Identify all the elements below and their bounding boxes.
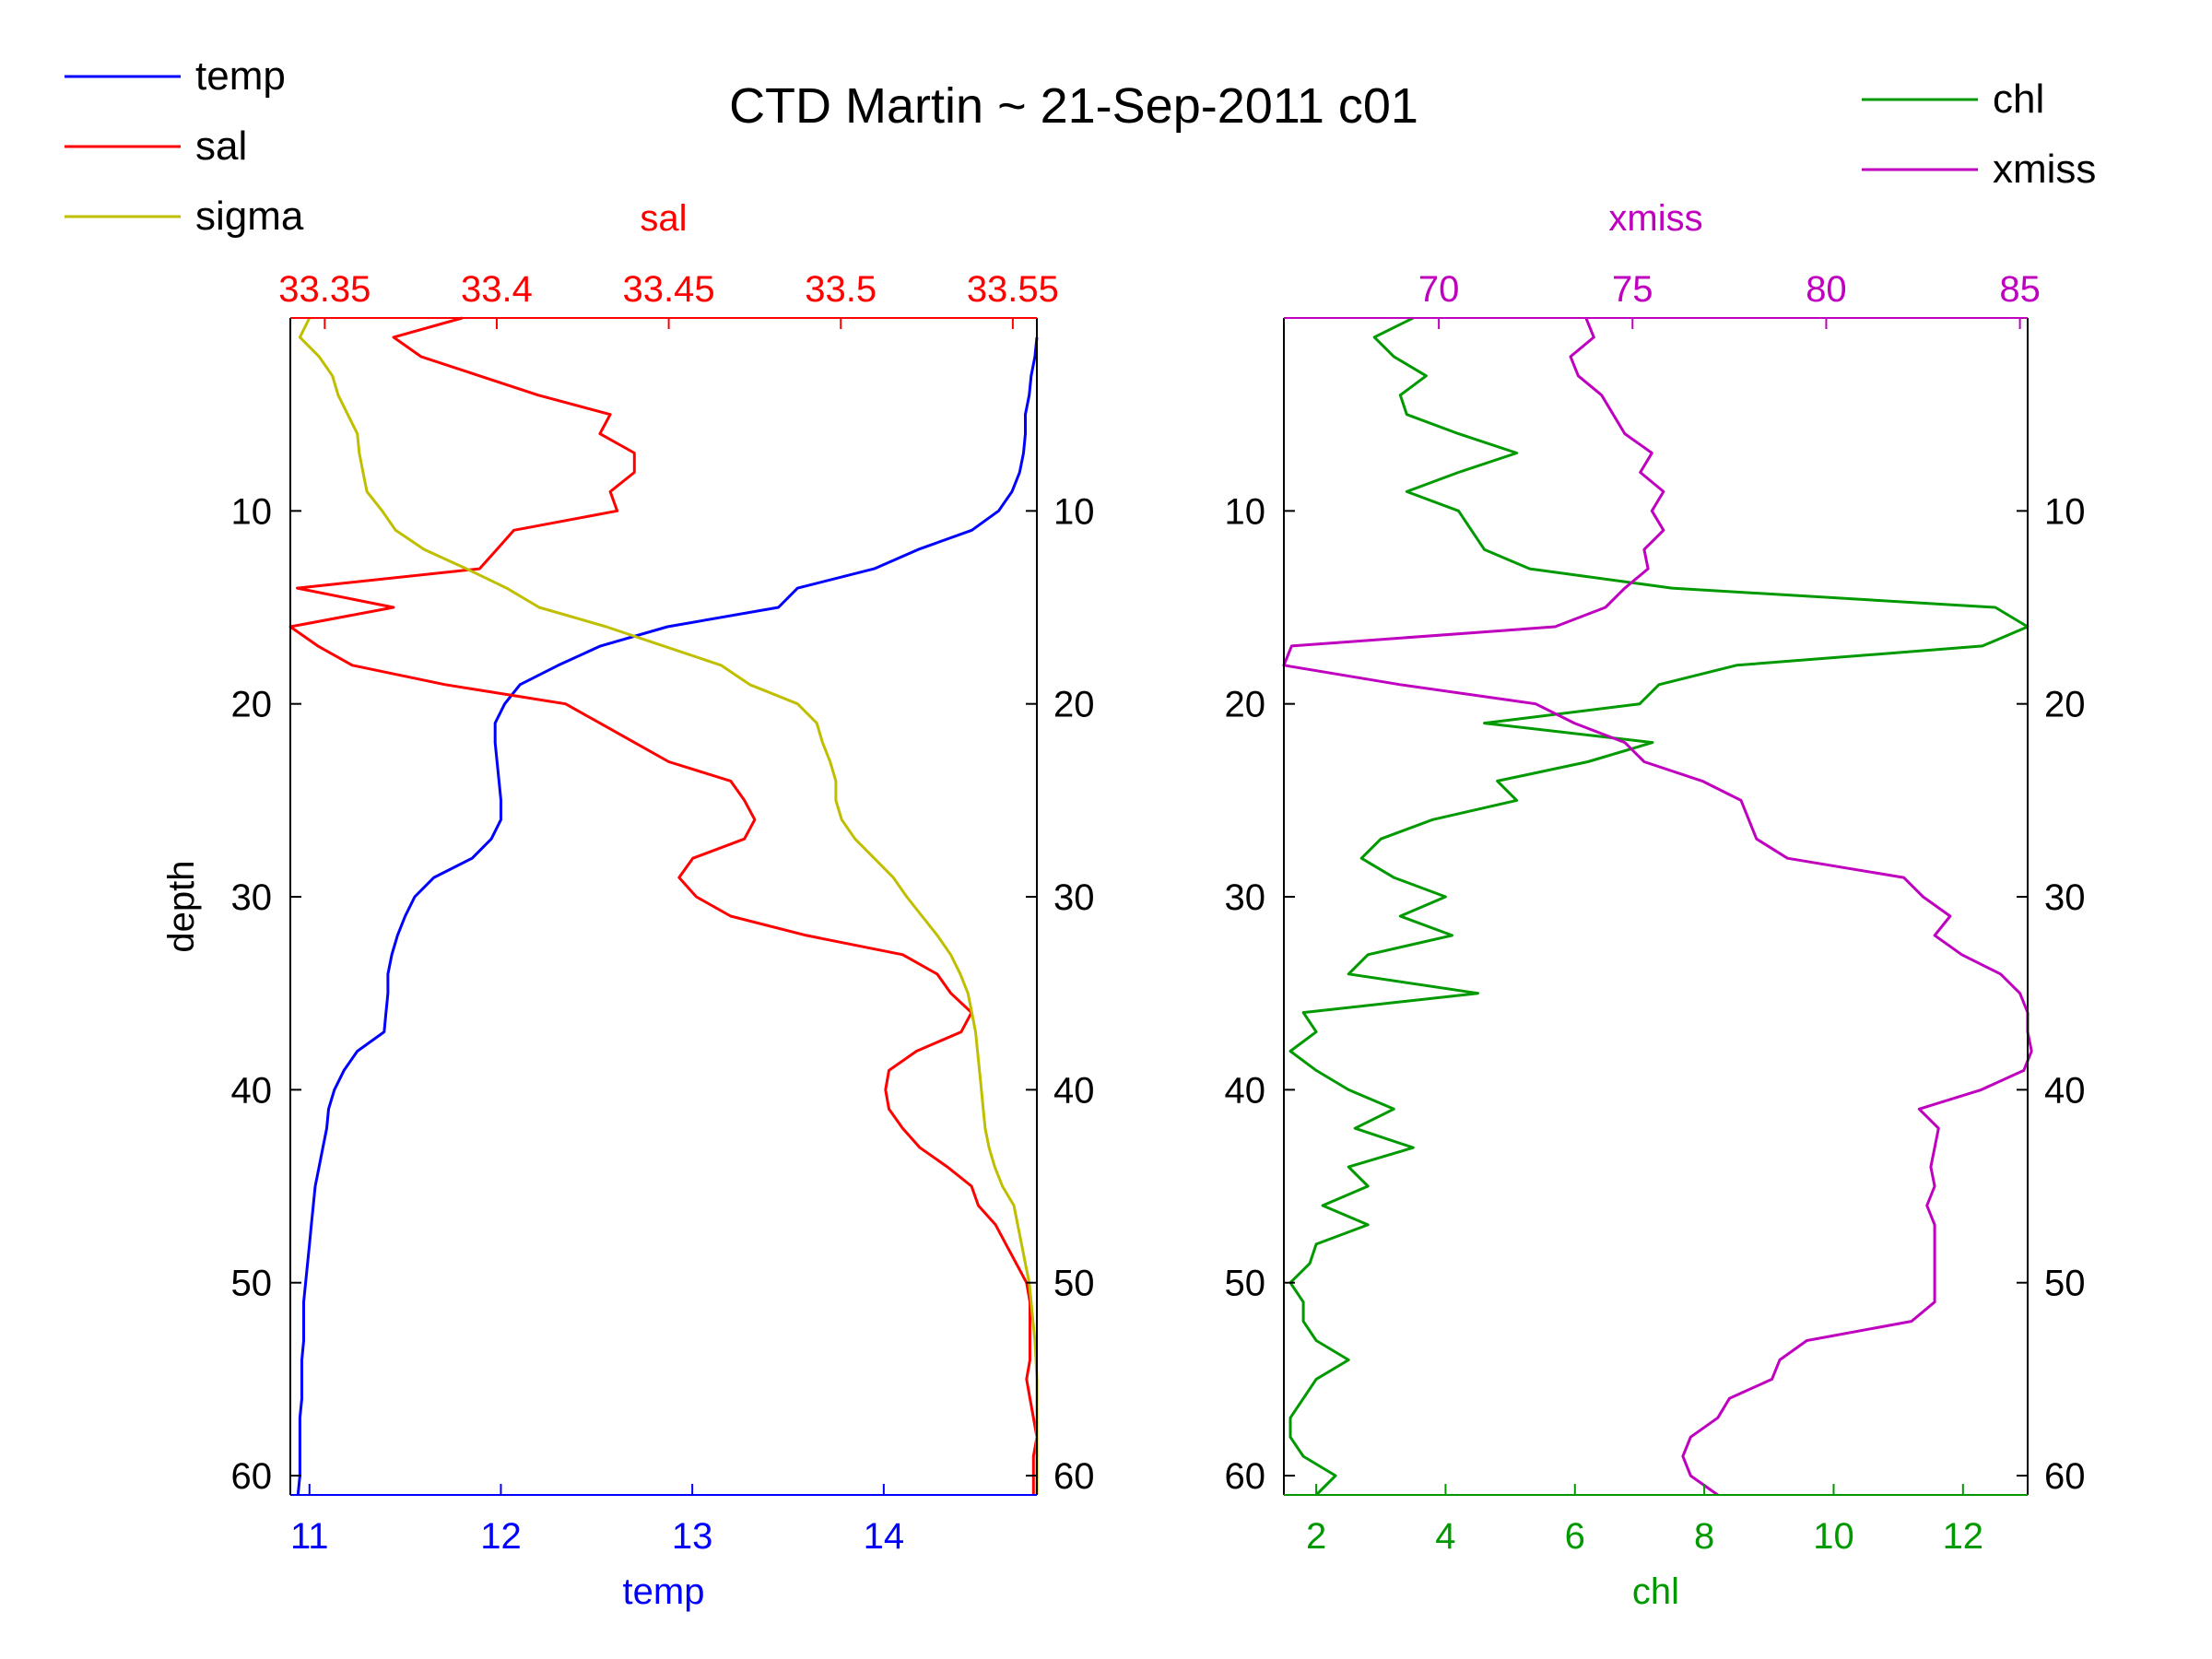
x-tick-label-top: 33.35 bbox=[278, 269, 371, 310]
series-line-temp bbox=[296, 336, 1039, 1496]
series-line-chl bbox=[1288, 316, 2030, 1497]
x-tick-label-top: 33.5 bbox=[805, 269, 877, 310]
legend: temp sal sigma bbox=[65, 53, 304, 239]
y-tick-label-left: 60 bbox=[231, 1456, 273, 1497]
legend-label-temp: temp bbox=[195, 53, 286, 99]
y-tick-label-left: 40 bbox=[231, 1070, 273, 1111]
top-axis-label: xmiss bbox=[1608, 198, 1702, 239]
y-tick-label-right: 30 bbox=[1053, 877, 1095, 918]
y-tick-label-left: 10 bbox=[1225, 491, 1266, 532]
x-tick-label-bottom: 12 bbox=[1943, 1516, 1984, 1557]
y-tick-label-left: 30 bbox=[1225, 877, 1266, 918]
y-tick-label-right: 20 bbox=[2044, 685, 2086, 725]
top-axis-label: sal bbox=[640, 198, 687, 239]
bottom-axis-label: temp bbox=[623, 1571, 705, 1612]
x-tick-label-bottom: 13 bbox=[672, 1516, 713, 1557]
series-line-sal bbox=[288, 316, 1039, 1495]
x-tick-label-top: 33.4 bbox=[461, 269, 533, 310]
x-tick-label-top: 33.45 bbox=[623, 269, 715, 310]
y-tick-label-right: 10 bbox=[1053, 491, 1095, 532]
x-tick-label-bottom: 11 bbox=[290, 1516, 329, 1557]
series-line-xmiss bbox=[1282, 317, 2033, 1497]
figure-title: CTD Martin ~ 21-Sep-2011 c01 bbox=[729, 78, 1418, 134]
x-tick-label-top: 33.55 bbox=[967, 269, 1059, 310]
x-tick-label-bottom: 4 bbox=[1435, 1516, 1455, 1557]
y-tick-label-right: 60 bbox=[2044, 1456, 2086, 1497]
x-tick-label-bottom: 12 bbox=[480, 1516, 522, 1557]
bottom-axis-label: chl bbox=[1632, 1571, 1679, 1612]
x-tick-label-bottom: 2 bbox=[1306, 1516, 1326, 1557]
y-axis-label: depth bbox=[161, 860, 202, 952]
x-tick-label-bottom: 6 bbox=[1565, 1516, 1585, 1557]
x-tick-label-top: 80 bbox=[1806, 269, 1847, 310]
legend: chl xmiss bbox=[1862, 76, 2096, 192]
x-tick-label-bottom: 8 bbox=[1694, 1516, 1714, 1557]
legend-label-sal: sal bbox=[195, 124, 247, 169]
y-tick-label-left: 60 bbox=[1225, 1456, 1266, 1497]
y-tick-label-left: 50 bbox=[231, 1264, 273, 1304]
y-tick-label-left: 20 bbox=[231, 685, 273, 725]
x-tick-label-bottom: 14 bbox=[864, 1516, 905, 1557]
right-profile-panel: 10 10 20 20 30 30 40 40 50 50 60 60 2 4 6 8 10 12 chl 70 75 8… bbox=[1225, 76, 2097, 1612]
y-tick-label-right: 40 bbox=[1053, 1070, 1095, 1111]
legend-label-sigma: sigma bbox=[195, 194, 304, 239]
y-tick-label-left: 30 bbox=[231, 877, 273, 918]
left-profile-panel: 10 10 20 20 30 30 40 40 50 50 60 60 11 12 13 14 temp 33.3… bbox=[65, 53, 1095, 1612]
y-tick-label-right: 60 bbox=[1053, 1456, 1095, 1497]
y-tick-label-left: 20 bbox=[1225, 685, 1266, 725]
y-tick-label-right: 30 bbox=[2044, 877, 2086, 918]
axes-frame bbox=[1283, 317, 2029, 1496]
x-tick-label-top: 75 bbox=[1612, 269, 1653, 310]
axes-frame bbox=[289, 317, 1038, 1496]
y-tick-label-right: 50 bbox=[1053, 1264, 1095, 1304]
y-tick-label-left: 50 bbox=[1225, 1264, 1266, 1304]
x-tick-label-top: 70 bbox=[1418, 269, 1460, 310]
y-tick-label-right: 10 bbox=[2044, 491, 2086, 532]
y-tick-label-left: 10 bbox=[231, 491, 273, 532]
y-tick-label-right: 20 bbox=[1053, 685, 1095, 725]
y-tick-label-right: 40 bbox=[2044, 1070, 2086, 1111]
x-tick-label-bottom: 10 bbox=[1813, 1516, 1854, 1557]
x-tick-label-top: 85 bbox=[1999, 269, 2041, 310]
legend-label-chl: chl bbox=[1993, 76, 2044, 122]
y-tick-label-right: 50 bbox=[2044, 1264, 2086, 1304]
y-tick-label-left: 40 bbox=[1225, 1070, 1266, 1111]
legend-label-xmiss: xmiss bbox=[1993, 147, 2096, 192]
series-line-sigma bbox=[298, 317, 1039, 1495]
